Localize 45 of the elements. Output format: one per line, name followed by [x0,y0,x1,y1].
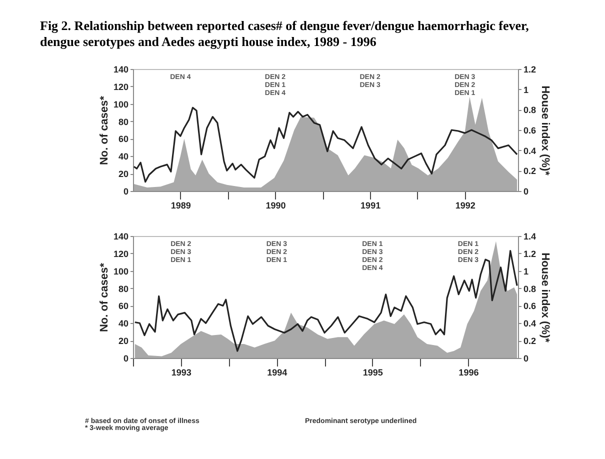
x-tick-label: 1991 [360,200,381,210]
y2-tick-label: 1.2 [524,64,536,74]
y2-tick-label: 0 [524,186,529,196]
line-series [133,106,518,183]
y2-tick-label: 1.2 [524,248,536,259]
y-axis-title: No. of cases* [98,95,110,166]
y2-tick-label: 0.6 [524,301,536,312]
y-tick-label: 60 [118,301,128,312]
y-tick-label: 20 [118,169,128,180]
x-tick-label: 1995 [362,368,383,378]
y-tick-label: 140 [113,232,128,242]
y-tick-label: 60 [118,134,128,144]
y-tick-label: 0 [123,186,128,196]
y2-tick-label: 1 [524,84,529,95]
chart-title: Fig 2. Relationship between reported cases# of dengue fever/dengue haemorrhagic fever, dengue serotypes and Aedes aegypti house index, 1989 - 1996 [40,18,530,50]
y2-tick-label: 0.8 [524,105,536,116]
y2-axis-title: House index (%)* [539,252,552,344]
y2-axis-title: House index (%)* [539,86,552,176]
y-tick-label: 120 [113,82,128,92]
y-tick-label: 80 [118,284,128,294]
x-tick-label: 1989 [170,200,191,210]
y2-tick-label: 0.4 [524,146,536,156]
y-tick-label: 120 [113,248,128,259]
y-tick-label: 100 [113,266,128,276]
x-tick-label: 1994 [267,368,288,378]
y-tick-label: 40 [118,152,128,162]
x-tick-label: 1996 [458,368,479,378]
y2-tick-label: 1.4 [524,232,536,242]
y-axis-title: No. of cases* [98,262,110,332]
y2-tick-label: 0.4 [524,318,536,329]
y2-tick-label: 1 [524,266,529,276]
x-tick-label: 1992 [455,200,476,210]
x-tick-label: 1993 [171,368,192,378]
y-tick-label: 0 [123,354,128,364]
y2-tick-label: 0.8 [524,284,536,294]
y2-tick-label: 0.2 [524,166,536,176]
y-tick-label: 100 [113,99,128,110]
y2-tick-label: 0.6 [524,126,536,136]
y-tick-label: 40 [118,318,128,329]
y-tick-label: 140 [113,64,128,74]
y2-tick-label: 0.2 [524,336,536,346]
x-tick-label: 1990 [266,200,286,210]
y-tick-label: 20 [118,336,128,346]
y2-tick-label: 0 [524,354,529,364]
y-tick-label: 80 [118,116,128,127]
